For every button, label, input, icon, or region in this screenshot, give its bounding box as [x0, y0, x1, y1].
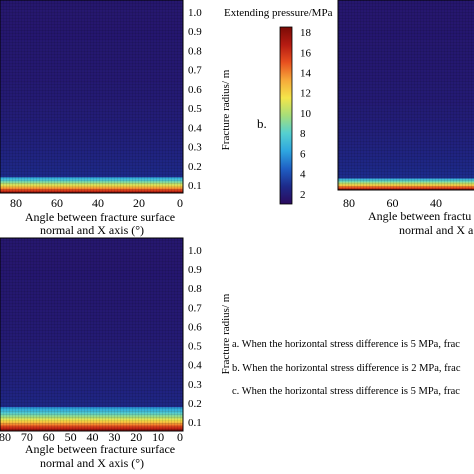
- x-tick-label: 70: [21, 430, 33, 444]
- heatmap-c-mesh: [0, 238, 183, 431]
- colorbar-tick-label: 12: [300, 88, 311, 100]
- colorbar-tick-label: 4: [300, 169, 306, 181]
- y-tick-label: 0.8: [188, 283, 202, 295]
- y-tick-label: 0.3: [188, 142, 202, 154]
- x-tick-label: 60: [43, 430, 55, 444]
- x-axis-label-c-line2: normal and X axis (°): [40, 456, 144, 470]
- x-ticks-a: 80 60 40 20 0: [10, 196, 183, 210]
- x-tick-label: 40: [87, 430, 99, 444]
- panel-c: 1.0 0.9 0.8 0.7 0.6 0.5 0.4 0.3 0.2 0.1 80 70 60 50 4…: [0, 237, 232, 470]
- heatmap-a-frame: [0, 0, 184, 194]
- y-tick-label: 0.7: [188, 302, 202, 314]
- y-tick-label: 0.6: [188, 84, 202, 96]
- x-tick-label: 20: [133, 196, 145, 210]
- caption-notes: a. When the horizontal stress difference…: [232, 339, 461, 397]
- x-tick-label: 10: [152, 430, 164, 444]
- y-tick-label: 0.7: [188, 65, 202, 77]
- x-axis-label-a-line2: normal and X axis (°): [40, 223, 144, 237]
- colorbar-tick-label: 8: [300, 128, 306, 140]
- heatmap-a-mesh: [0, 0, 183, 193]
- y-tick-label: 0.2: [188, 161, 202, 173]
- colorbar-tick-label: 14: [300, 68, 312, 80]
- x-tick-label: 80: [343, 196, 355, 210]
- x-tick-label: 80: [0, 430, 11, 444]
- caption-note-c: c. When the horizontal stress difference…: [232, 386, 460, 397]
- panel-b-label: b.: [257, 116, 267, 131]
- x-tick-label: 0: [177, 430, 183, 444]
- x-tick-label: 80: [10, 196, 22, 210]
- colorbar-tick-label: 18: [300, 27, 312, 39]
- heatmap-b-frame: [337, 0, 474, 191]
- caption-note-a: a. When the horizontal stress difference…: [232, 339, 460, 350]
- y-tick-label: 1.0: [188, 245, 202, 257]
- x-tick-label: 30: [108, 430, 120, 444]
- y-tick-label: 0.1: [188, 180, 202, 192]
- x-tick-label: 40: [430, 196, 442, 210]
- colorbar: Extending pressure/MPa 18 16 14 12 10 8 6 4 2: [224, 7, 333, 205]
- colorbar-ticks: 18 16 14 12 10 8 6 4 2: [300, 27, 312, 201]
- y-tick-label: 0.9: [188, 26, 202, 38]
- x-ticks-b: 80 60 40: [343, 196, 442, 210]
- y-tick-label: 0.5: [188, 103, 202, 115]
- panel-a: 1.0 0.9 0.8 0.7 0.6 0.5 0.4 0.3 0.2 0.1 80 60 40 20 0…: [0, 0, 232, 237]
- colorbar-tick-label: 10: [300, 108, 312, 120]
- caption-note-b: b. When the horizontal stress difference…: [232, 363, 461, 374]
- colorbar-tick-label: 6: [300, 148, 306, 160]
- colorbar-gradient: [279, 26, 293, 205]
- heatmap-c-frame: [0, 237, 184, 432]
- y-axis-label-a: Fracture radius/ m: [220, 69, 232, 150]
- colorbar-title: Extending pressure/MPa: [224, 7, 333, 19]
- x-tick-label: 60: [387, 196, 399, 210]
- y-tick-label: 0.4: [188, 122, 202, 134]
- y-tick-label: 1.0: [188, 7, 202, 19]
- y-ticks-c: 1.0 0.9 0.8 0.7 0.6 0.5 0.4 0.3 0.2 0.1: [188, 245, 202, 429]
- x-axis-label-c-line1: Angle between fracture surface: [25, 442, 175, 456]
- colorbar-tick-label: 2: [300, 189, 306, 201]
- x-tick-label: 20: [130, 430, 142, 444]
- x-axis-label-b-line2: normal and X a: [399, 223, 474, 237]
- x-tick-label: 40: [92, 196, 104, 210]
- x-tick-label: 60: [51, 196, 63, 210]
- y-axis-label-c: Fracture radius/ m: [220, 293, 232, 374]
- y-tick-label: 0.8: [188, 45, 202, 57]
- y-tick-label: 0.6: [188, 321, 202, 333]
- panel-b: 80 60 40 Angle between fractu normal and X…: [337, 0, 474, 237]
- x-axis-label-a-line1: Angle between fracture surface: [25, 210, 175, 224]
- x-tick-label: 50: [65, 430, 77, 444]
- y-tick-label: 0.1: [188, 417, 202, 429]
- y-tick-label: 0.9: [188, 264, 202, 276]
- colorbar-tick-label: 16: [300, 47, 312, 59]
- x-axis-label-b-line1: Angle between fractu: [368, 209, 471, 223]
- y-tick-label: 0.5: [188, 341, 202, 353]
- y-tick-label: 0.4: [188, 360, 202, 372]
- heatmap-b-mesh: [338, 0, 474, 190]
- x-tick-label: 0: [177, 196, 183, 210]
- x-ticks-c: 80 70 60 50 40 30 20 10 0: [0, 430, 183, 444]
- y-ticks-a: 1.0 0.9 0.8 0.7 0.6 0.5 0.4 0.3 0.2 0.1: [188, 7, 202, 192]
- y-tick-label: 0.3: [188, 379, 202, 391]
- y-tick-label: 0.2: [188, 398, 202, 410]
